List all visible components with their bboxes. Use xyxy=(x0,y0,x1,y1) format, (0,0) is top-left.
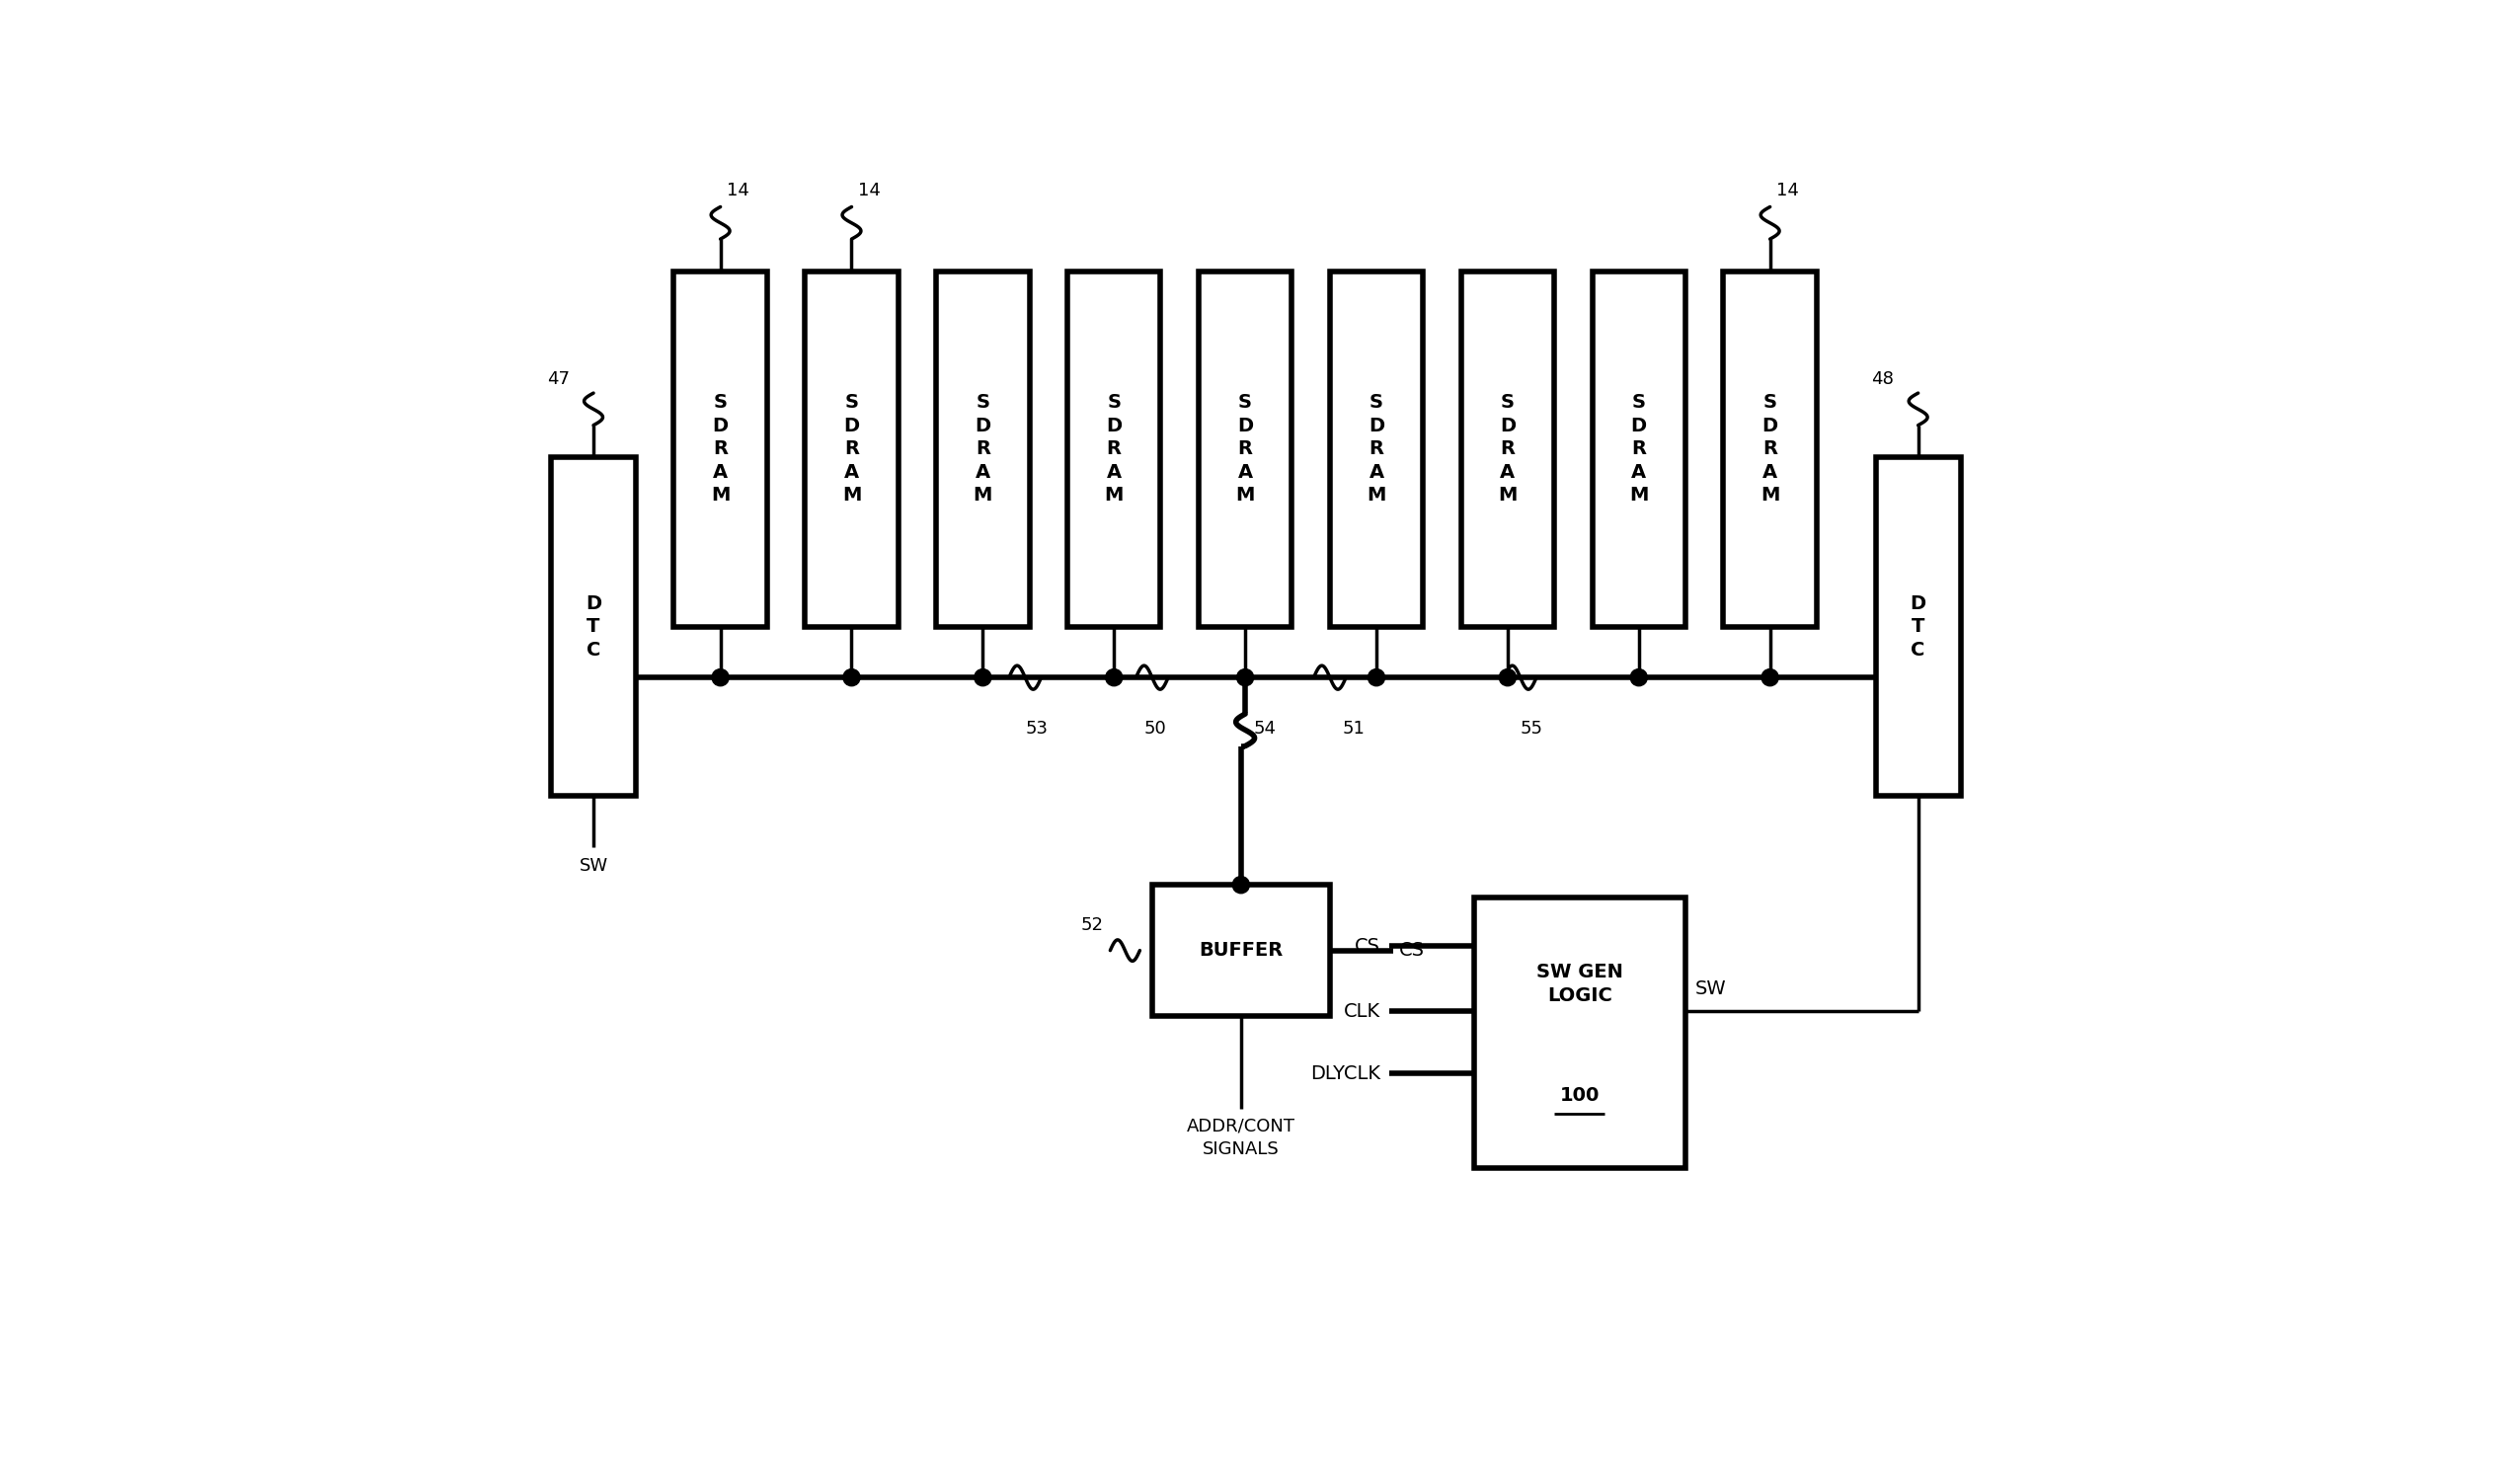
Text: S
D
R
A
M: S D R A M xyxy=(1367,393,1387,505)
Text: 53: 53 xyxy=(1024,720,1047,738)
Circle shape xyxy=(1107,669,1122,686)
Circle shape xyxy=(1367,669,1385,686)
Bar xyxy=(936,272,1029,626)
Bar xyxy=(806,272,899,626)
Text: S
D
R
A
M: S D R A M xyxy=(841,393,861,505)
Circle shape xyxy=(1232,877,1249,893)
Bar xyxy=(1475,898,1685,1168)
Circle shape xyxy=(1630,669,1648,686)
Text: SW: SW xyxy=(1695,979,1728,999)
Bar xyxy=(1460,272,1555,626)
Text: S
D
R
A
M: S D R A M xyxy=(1497,393,1517,505)
Circle shape xyxy=(1237,669,1255,686)
Bar xyxy=(1723,272,1815,626)
Text: D
T
C: D T C xyxy=(1911,594,1926,659)
Text: CS: CS xyxy=(1355,936,1380,956)
Text: D
T
C: D T C xyxy=(586,594,601,659)
Bar xyxy=(1330,272,1422,626)
Text: 48: 48 xyxy=(1870,370,1893,387)
Text: SW: SW xyxy=(578,856,608,874)
Text: S
D
R
A
M: S D R A M xyxy=(711,393,731,505)
Bar xyxy=(1067,272,1159,626)
Text: 55: 55 xyxy=(1520,720,1542,738)
Text: DLYCLK: DLYCLK xyxy=(1310,1064,1380,1083)
Bar xyxy=(674,272,766,626)
Text: SW GEN
LOGIC: SW GEN LOGIC xyxy=(1535,963,1623,1006)
Bar xyxy=(1199,272,1292,626)
Text: 47: 47 xyxy=(546,370,568,387)
Circle shape xyxy=(1500,669,1515,686)
Text: 54: 54 xyxy=(1255,720,1277,738)
Bar xyxy=(551,457,636,795)
Text: S
D
R
A
M: S D R A M xyxy=(1760,393,1780,505)
Text: S
D
R
A
M: S D R A M xyxy=(1104,393,1124,505)
Text: 52: 52 xyxy=(1079,916,1102,933)
Bar xyxy=(1593,272,1685,626)
Bar xyxy=(1152,884,1330,1017)
Text: 100: 100 xyxy=(1560,1086,1600,1104)
Text: 14: 14 xyxy=(1778,181,1800,199)
Bar xyxy=(1875,457,1961,795)
Circle shape xyxy=(974,669,992,686)
Text: 14: 14 xyxy=(859,181,881,199)
Text: S
D
R
A
M: S D R A M xyxy=(1630,393,1648,505)
Text: BUFFER: BUFFER xyxy=(1199,941,1282,960)
Circle shape xyxy=(1760,669,1778,686)
Text: 14: 14 xyxy=(726,181,749,199)
Text: S
D
R
A
M: S D R A M xyxy=(974,393,992,505)
Text: CLK: CLK xyxy=(1345,1002,1380,1021)
Text: S
D
R
A
M: S D R A M xyxy=(1234,393,1255,505)
Text: ADDR/CONT
SIGNALS: ADDR/CONT SIGNALS xyxy=(1187,1117,1295,1158)
Text: 50: 50 xyxy=(1144,720,1167,738)
Text: CS: CS xyxy=(1400,941,1425,960)
Circle shape xyxy=(844,669,859,686)
Text: 51: 51 xyxy=(1342,720,1365,738)
Circle shape xyxy=(711,669,729,686)
